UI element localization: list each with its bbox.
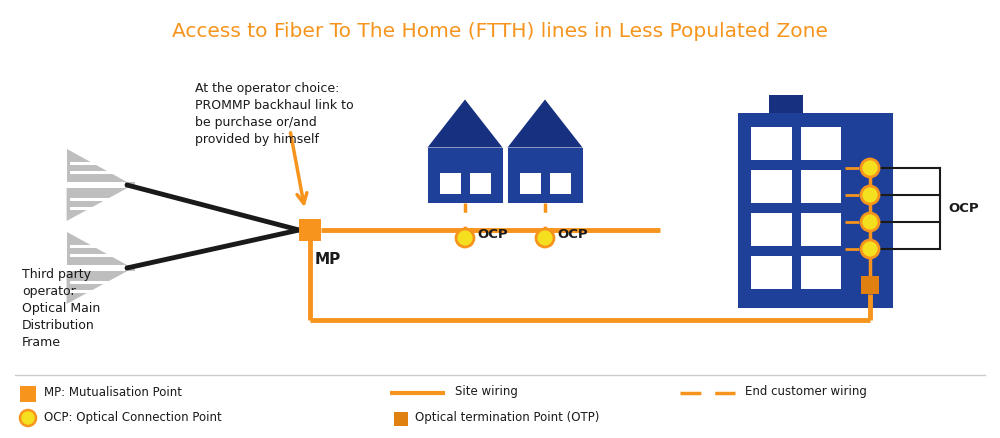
Text: Access to Fiber To The Home (FTTH) lines in Less Populated Zone: Access to Fiber To The Home (FTTH) lines… [172, 22, 828, 41]
Bar [861, 276, 879, 294]
Circle shape [861, 159, 879, 177]
Polygon shape [508, 99, 582, 148]
Bar [299, 219, 321, 241]
Bar [394, 412, 408, 426]
Bar [801, 170, 841, 203]
Bar [738, 113, 893, 307]
Bar [550, 173, 570, 194]
Circle shape [861, 186, 879, 204]
Text: Third party
operator
Optical Main
Distribution
Frame: Third party operator Optical Main Distri… [22, 268, 100, 349]
Circle shape [456, 229, 474, 247]
Bar [125, 265, 135, 271]
Bar [470, 173, 490, 194]
Bar [440, 173, 460, 194]
Text: MP: Mutualisation Point: MP: Mutualisation Point [44, 385, 182, 399]
Bar [801, 213, 841, 246]
Polygon shape [67, 149, 127, 182]
Text: End customer wiring: End customer wiring [745, 385, 867, 399]
Text: OCP: OCP [948, 201, 979, 215]
Circle shape [536, 229, 554, 247]
Polygon shape [428, 99, 503, 148]
Circle shape [20, 410, 36, 426]
Polygon shape [67, 188, 127, 221]
Text: At the operator choice:
PROMMP backhaul link to
be purchase or/and
provided by h: At the operator choice: PROMMP backhaul … [195, 82, 354, 146]
Bar [801, 127, 841, 160]
Bar [751, 213, 792, 246]
Bar [768, 95, 803, 113]
Bar [428, 148, 503, 202]
Text: OCP: OCP [477, 229, 508, 241]
Text: Site wiring: Site wiring [455, 385, 518, 399]
Bar [751, 170, 792, 203]
Polygon shape [67, 271, 127, 304]
Bar [801, 256, 841, 289]
Bar [751, 256, 792, 289]
Text: Optical termination Point (OTP): Optical termination Point (OTP) [415, 410, 599, 424]
Bar [20, 386, 36, 402]
Bar [520, 173, 540, 194]
Polygon shape [67, 232, 127, 265]
Text: OCP: Optical Connection Point: OCP: Optical Connection Point [44, 410, 222, 424]
Bar [125, 182, 135, 188]
Text: OCP: OCP [557, 229, 588, 241]
Text: MP: MP [315, 252, 341, 267]
Circle shape [861, 213, 879, 231]
Circle shape [861, 240, 879, 258]
Bar [508, 148, 582, 202]
Bar [751, 127, 792, 160]
